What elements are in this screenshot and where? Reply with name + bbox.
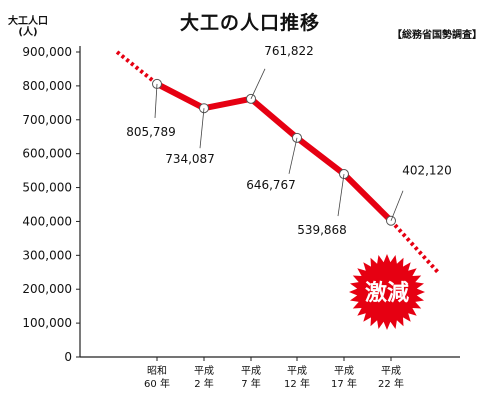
- y-axis-unit-name: 大工人口: [8, 16, 48, 27]
- x-tick-label-year: 7 年: [241, 377, 261, 390]
- x-tick-label-era: 平成: [241, 365, 261, 377]
- y-tick-label: 800,000: [22, 79, 72, 93]
- y-tick-label: 400,000: [22, 214, 72, 228]
- data-label: 539,868: [297, 223, 347, 237]
- data-label-leader: [250, 68, 266, 99]
- decline-burst-badge: 激減: [349, 254, 425, 330]
- x-tick-label-year: 12 年: [284, 377, 310, 390]
- y-tick-label: 300,000: [22, 248, 72, 262]
- burst-shape: [349, 254, 425, 330]
- x-tick-label-year: 60 年: [144, 377, 170, 390]
- source-note: 【総務省国勢調査】: [392, 30, 482, 41]
- x-tick-label-year: 22 年: [378, 377, 404, 390]
- trend-dashed-before: [115, 50, 159, 86]
- x-tick-label-era: 平成: [381, 365, 401, 377]
- x-tick-label-era: 平成: [194, 365, 214, 377]
- y-tick-label: 500,000: [22, 181, 72, 195]
- x-tick-label-era: 平成: [287, 365, 307, 377]
- data-label-leader: [154, 83, 158, 118]
- chart-title: 大工の人口推移: [179, 12, 320, 34]
- x-tick-label-era: 昭和: [147, 365, 167, 377]
- y-tick-label: 700,000: [22, 113, 72, 127]
- data-label: 402,120: [402, 164, 452, 178]
- x-tick-label-year: 2 年: [194, 377, 214, 390]
- data-label-leader: [199, 108, 205, 149]
- series-line: [154, 80, 394, 224]
- y-axis-unit-label: 大工人口 (人): [8, 16, 48, 38]
- data-label-leader: [390, 190, 404, 221]
- y-tick-label: 100,000: [22, 316, 72, 330]
- data-label: 734,087: [165, 152, 215, 166]
- data-label-leader: [288, 137, 298, 174]
- data-label: 646,767: [246, 178, 296, 192]
- y-tick-label: 200,000: [22, 282, 72, 296]
- data-labels: 805,789 734,087 761,822 646,767 539,868 402,1…: [126, 44, 452, 237]
- data-label: 761,822: [264, 44, 314, 58]
- y-tick-label: 900,000: [22, 45, 72, 59]
- burst-label: 激減: [365, 280, 409, 306]
- x-tick-label-year: 17 年: [331, 377, 357, 390]
- data-label-leader: [337, 173, 345, 217]
- trend-extensions: [115, 50, 440, 274]
- axes: 0 100,000 200,000 300,000 400,000 500,000 600,…: [22, 45, 460, 390]
- y-axis-unit-suffix: (人): [18, 27, 38, 38]
- y-tick-label: 0: [64, 350, 72, 364]
- x-tick-label-era: 平成: [334, 365, 354, 377]
- series-polyline: [154, 80, 394, 224]
- y-tick-label: 600,000: [22, 147, 72, 161]
- data-label: 805,789: [126, 125, 176, 139]
